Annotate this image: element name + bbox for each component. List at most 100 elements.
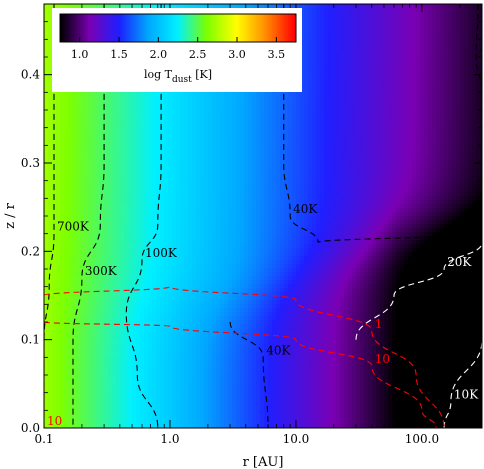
heat-cell	[124, 132, 129, 137]
heat-cell	[228, 404, 233, 409]
heat-cell	[72, 356, 77, 361]
heat-cell	[220, 288, 225, 293]
heat-cell	[104, 296, 109, 301]
heat-cell	[176, 136, 181, 141]
heat-cell	[196, 340, 201, 345]
heat-cell	[96, 264, 101, 269]
heat-cell	[108, 192, 113, 197]
heat-cell	[116, 404, 121, 409]
heat-cell	[180, 252, 185, 257]
heat-cell	[88, 308, 93, 313]
heat-cell	[76, 180, 81, 185]
heat-cell	[156, 304, 161, 309]
heat-cell	[156, 112, 161, 117]
heat-cell	[216, 356, 221, 361]
heat-cell	[48, 400, 53, 405]
heat-cell	[48, 4, 53, 9]
heat-cell	[220, 336, 225, 341]
heat-cell	[44, 220, 49, 225]
heat-cell	[208, 4, 213, 9]
heat-cell	[172, 200, 177, 205]
heat-cell	[172, 104, 177, 109]
heat-cell	[208, 100, 213, 105]
heat-cell	[152, 412, 157, 417]
heat-cell	[172, 296, 177, 301]
heat-cell	[152, 244, 157, 249]
heat-cell	[64, 332, 69, 337]
heat-cell	[72, 208, 77, 213]
heat-cell	[212, 132, 217, 137]
heat-cell	[52, 388, 57, 393]
heat-cell	[156, 380, 161, 385]
heat-cell	[208, 352, 213, 357]
heat-cell	[76, 92, 81, 97]
heat-cell	[56, 400, 61, 405]
heat-cell	[168, 264, 173, 269]
heat-cell	[116, 328, 121, 333]
heat-cell	[100, 312, 105, 317]
heat-cell	[156, 292, 161, 297]
heat-cell	[212, 184, 217, 189]
heat-cell	[60, 204, 65, 209]
heat-cell	[184, 128, 189, 133]
heat-cell	[56, 424, 61, 428]
heat-cell	[112, 308, 117, 313]
heat-cell	[108, 212, 113, 217]
heat-cell	[120, 136, 125, 141]
heat-cell	[72, 124, 77, 129]
heat-cell	[84, 316, 89, 321]
heat-cell	[112, 204, 117, 209]
heat-cell	[148, 256, 153, 261]
heat-cell	[204, 204, 209, 209]
heat-cell	[148, 236, 153, 241]
heat-cell	[184, 384, 189, 389]
heat-cell	[44, 120, 49, 125]
heat-cell	[216, 240, 221, 245]
heat-cell	[112, 92, 117, 97]
heat-cell	[80, 304, 85, 309]
heat-cell	[188, 352, 193, 357]
heat-cell	[116, 172, 121, 177]
heat-cell	[144, 252, 149, 257]
heat-cell	[144, 280, 149, 285]
heat-cell	[128, 192, 133, 197]
heat-cell	[176, 164, 181, 169]
heat-cell	[136, 200, 141, 205]
heat-cell	[148, 324, 153, 329]
heat-cell	[116, 256, 121, 261]
heat-cell	[204, 284, 209, 289]
heat-cell	[76, 344, 81, 349]
heat-cell	[156, 116, 161, 121]
heat-cell	[136, 296, 141, 301]
heat-cell	[72, 96, 77, 101]
heat-cell	[224, 184, 229, 189]
heat-cell	[84, 180, 89, 185]
heat-cell	[96, 352, 101, 357]
heat-cell	[204, 176, 209, 181]
heat-cell	[184, 148, 189, 153]
heat-cell	[84, 184, 89, 189]
heat-cell	[200, 420, 205, 425]
heat-cell	[108, 392, 113, 397]
heat-cell	[140, 128, 145, 133]
heat-cell	[44, 48, 49, 53]
heat-cell	[152, 332, 157, 337]
heat-cell	[144, 204, 149, 209]
heat-cell	[104, 364, 109, 369]
heat-cell	[120, 324, 125, 329]
heat-cell	[200, 268, 205, 273]
heat-cell	[44, 336, 49, 341]
heat-cell	[136, 232, 141, 237]
heat-cell	[164, 368, 169, 373]
heat-cell	[144, 132, 149, 137]
heat-cell	[216, 312, 221, 317]
heat-cell	[92, 300, 97, 305]
heat-cell	[192, 108, 197, 113]
heat-cell	[64, 184, 69, 189]
heat-cell	[116, 344, 121, 349]
heat-cell	[188, 364, 193, 369]
heat-cell	[108, 208, 113, 213]
heat-cell	[148, 264, 153, 269]
heat-cell	[180, 396, 185, 401]
heat-cell	[192, 368, 197, 373]
